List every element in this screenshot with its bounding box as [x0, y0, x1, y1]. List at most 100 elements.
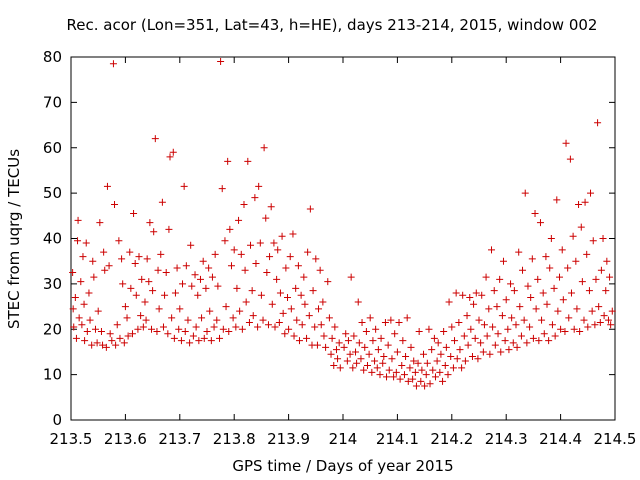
data-point [264, 321, 272, 329]
data-point [162, 269, 170, 277]
data-point [426, 380, 434, 388]
x-tick-label: 214.1 [376, 430, 419, 448]
data-point [334, 355, 342, 363]
data-point [340, 343, 348, 351]
data-point [519, 266, 527, 274]
data-point [545, 337, 553, 345]
y-axis-label: STEC from uqrg / TECUs [5, 149, 23, 329]
data-point [603, 257, 611, 265]
data-point [380, 352, 388, 360]
data-point [520, 316, 528, 324]
data-point [576, 328, 584, 336]
data-point [148, 325, 156, 333]
data-point [161, 291, 169, 299]
data-point [332, 346, 340, 354]
data-point [587, 189, 595, 197]
data-point [100, 248, 108, 256]
data-point [149, 287, 157, 295]
data-point [501, 337, 509, 345]
data-point [483, 332, 491, 340]
data-point [216, 334, 224, 342]
data-point [376, 371, 384, 379]
data-point [177, 337, 185, 345]
data-point [418, 366, 426, 374]
data-point [200, 334, 208, 342]
data-point [196, 275, 204, 283]
data-point [256, 239, 264, 247]
data-point [293, 316, 301, 324]
data-point [578, 278, 586, 286]
data-point [116, 334, 124, 342]
data-point [585, 287, 593, 295]
data-point [529, 334, 537, 342]
data-point [244, 157, 252, 165]
data-point [463, 312, 471, 320]
data-point [226, 225, 234, 233]
data-point [217, 58, 225, 66]
data-point [493, 303, 501, 311]
data-point [455, 318, 463, 326]
data-point [159, 323, 167, 331]
data-point [358, 318, 366, 326]
data-point [565, 314, 573, 322]
data-point [342, 330, 350, 338]
data-point [583, 250, 591, 258]
data-point [175, 325, 183, 333]
data-point [559, 296, 567, 304]
data-point [271, 323, 279, 331]
data-point [589, 237, 597, 245]
data-point [252, 259, 260, 267]
data-point [69, 269, 77, 277]
data-point [254, 323, 262, 331]
data-point [274, 246, 282, 254]
data-point [564, 264, 572, 272]
data-point [313, 341, 321, 349]
data-point [70, 323, 78, 331]
data-point [558, 246, 566, 254]
data-point [96, 219, 104, 227]
data-point [211, 250, 219, 258]
data-point [516, 303, 524, 311]
data-point [551, 332, 559, 340]
data-point [132, 291, 140, 299]
data-point [88, 341, 96, 349]
data-point [467, 325, 475, 333]
data-point [315, 305, 323, 313]
data-point [94, 307, 102, 315]
data-point [539, 289, 547, 297]
data-point [411, 368, 419, 376]
data-point [363, 362, 371, 370]
data-point [595, 303, 603, 311]
data-point [532, 305, 540, 313]
x-tick-label: 214 [329, 430, 358, 448]
data-point [112, 341, 120, 349]
data-point [286, 253, 294, 261]
data-point [357, 355, 365, 363]
data-point [106, 330, 114, 338]
data-point [130, 210, 138, 218]
data-point [158, 198, 166, 206]
data-point [241, 266, 249, 274]
data-point [300, 273, 308, 281]
data-point [303, 334, 311, 342]
data-point [292, 284, 300, 292]
data-point [414, 359, 422, 367]
data-point [210, 323, 218, 331]
data-point [453, 355, 461, 363]
data-point [349, 364, 357, 372]
data-point [153, 328, 161, 336]
data-point [527, 293, 535, 301]
data-points [69, 58, 616, 390]
data-point [69, 305, 77, 313]
data-point [406, 364, 414, 372]
data-point [434, 339, 442, 347]
data-point [377, 334, 385, 342]
data-point [526, 323, 534, 331]
data-point [385, 366, 393, 374]
data-point [222, 303, 230, 311]
data-point [477, 339, 485, 347]
data-point [289, 230, 297, 238]
data-point [360, 366, 368, 374]
data-point [320, 332, 328, 340]
data-point [596, 318, 604, 326]
